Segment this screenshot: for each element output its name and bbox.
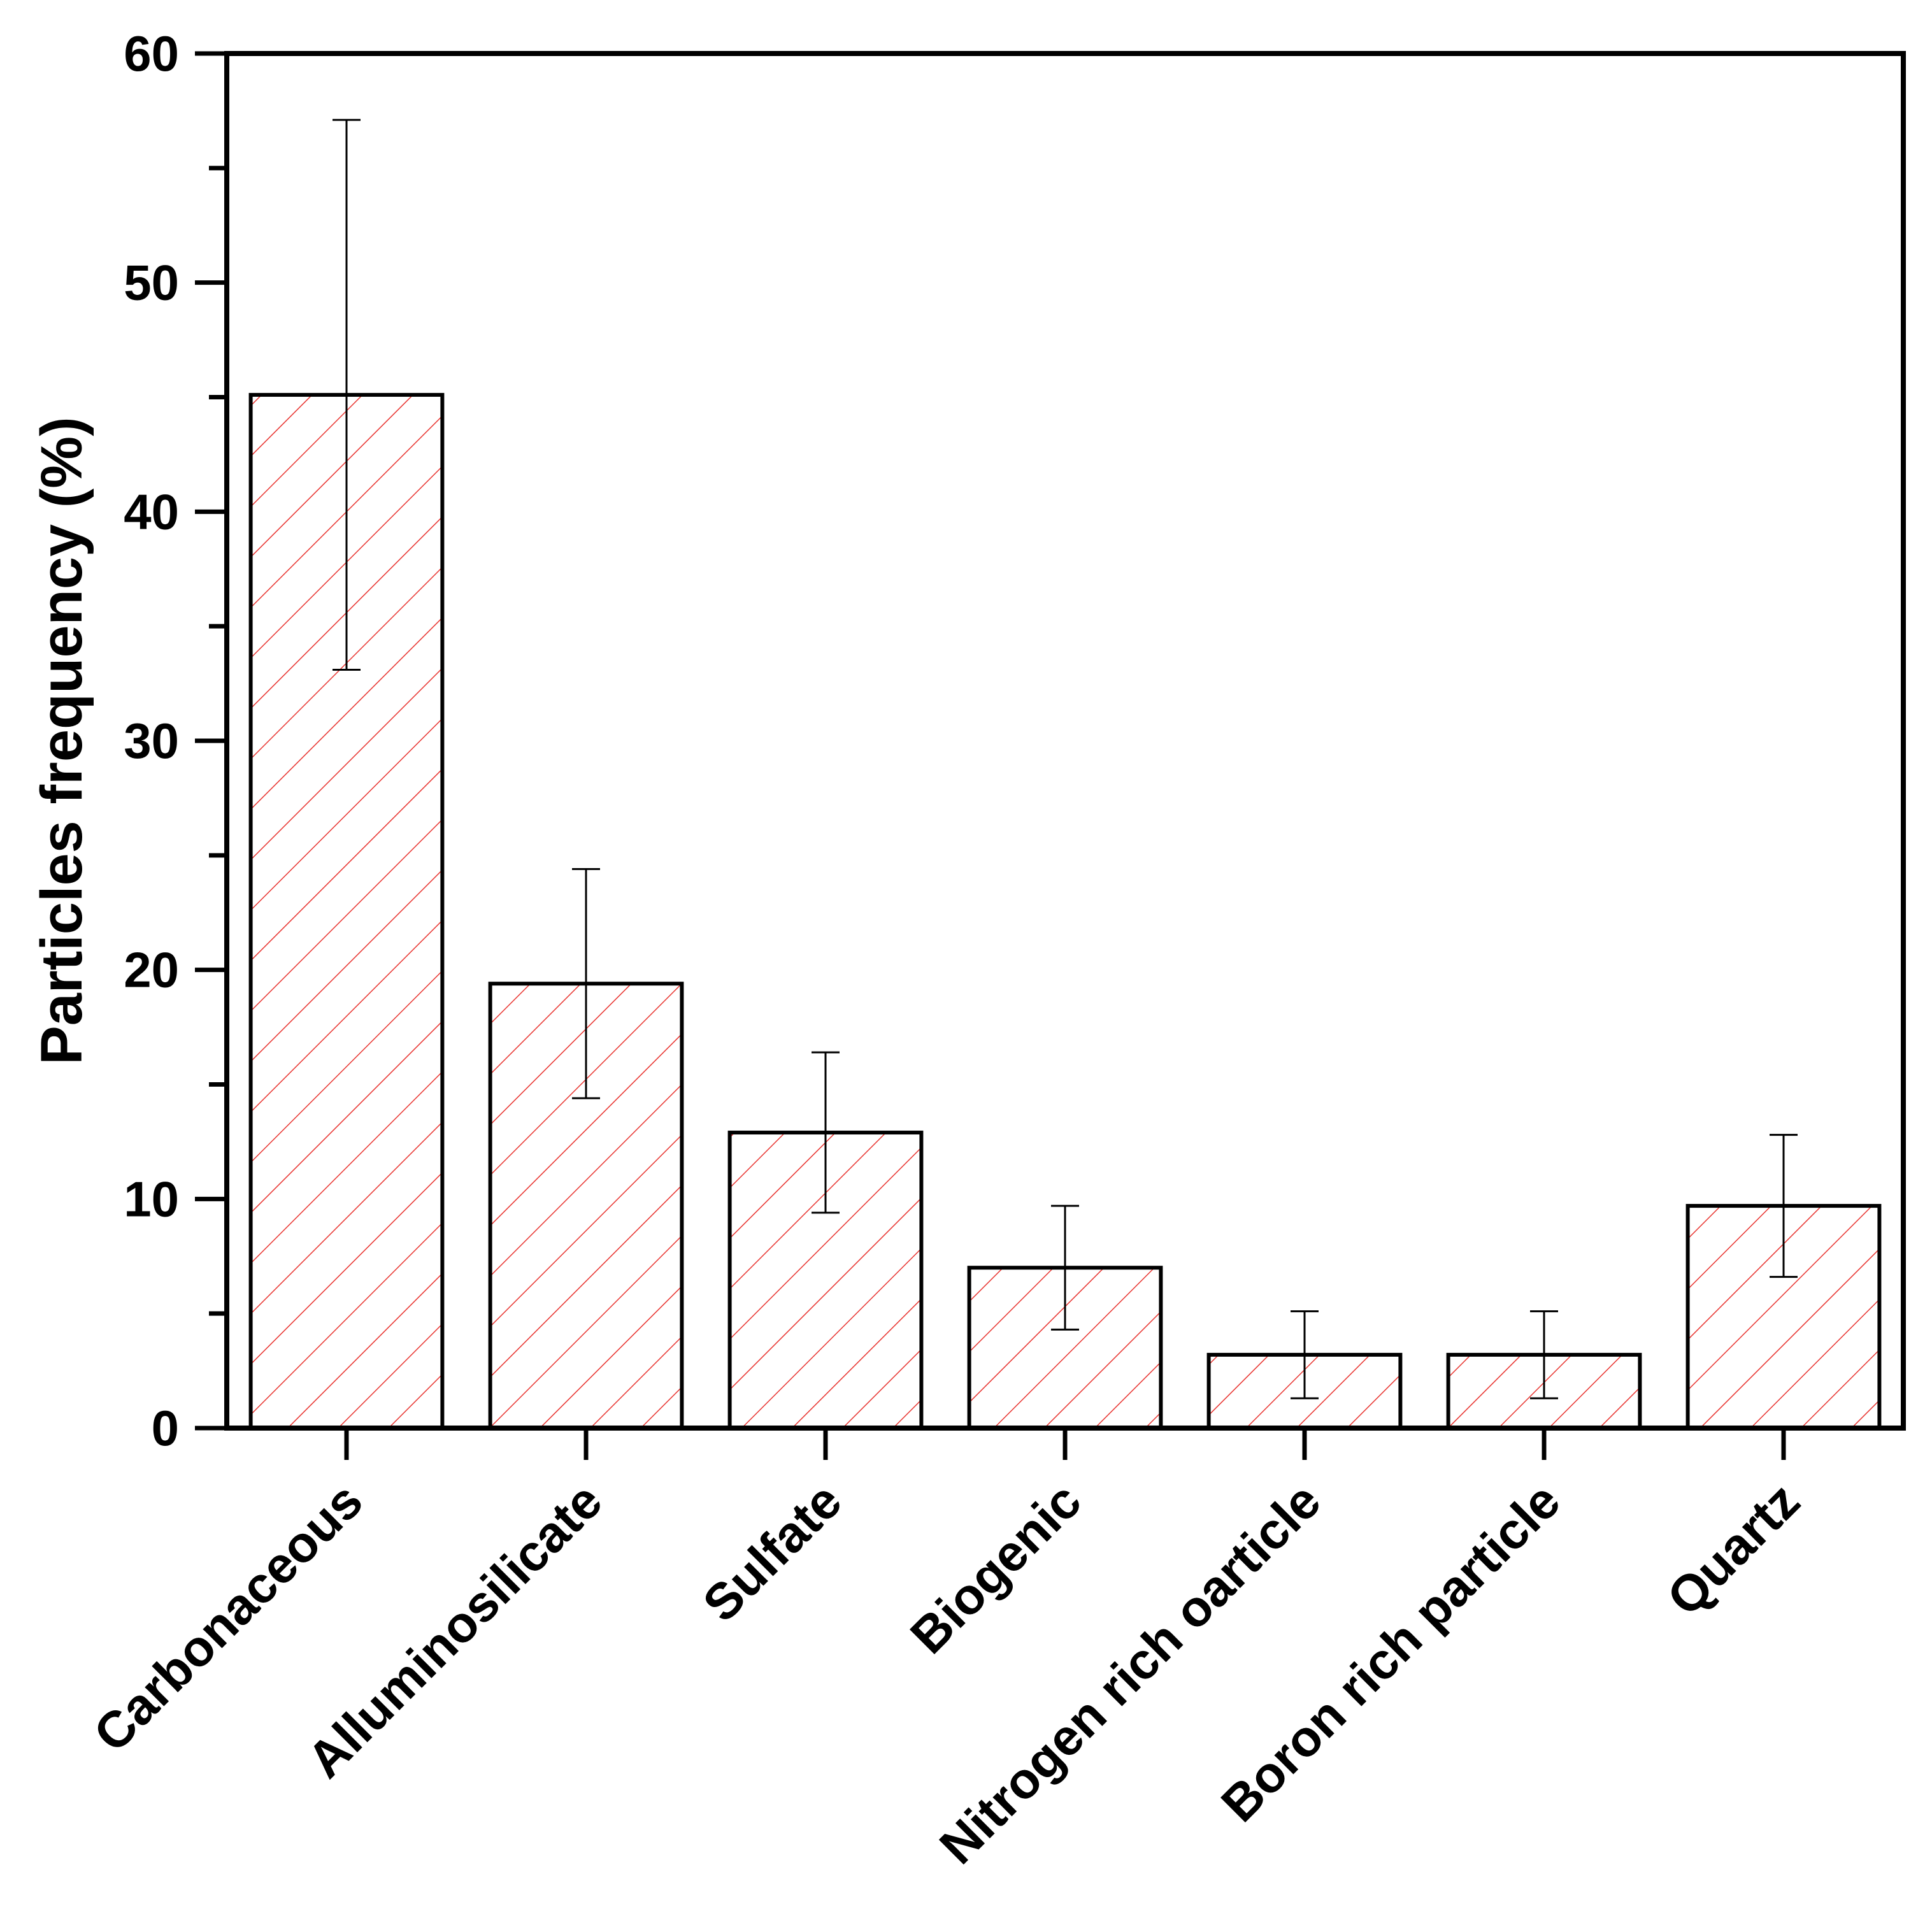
- y-tick-label: 50: [124, 255, 179, 311]
- error-bar: [1051, 1205, 1079, 1331]
- y-tick-label: 20: [124, 942, 179, 998]
- y-tick-label: 40: [124, 483, 179, 540]
- x-tick-label: Nitrogen rich oarticle: [929, 1472, 1331, 1875]
- error-bar: [812, 1051, 840, 1214]
- y-tick-label: 30: [124, 713, 179, 769]
- y-tick-label: 10: [124, 1171, 179, 1227]
- x-tick-label: Sulfate: [692, 1472, 852, 1633]
- y-axis-label: Particles frequency (%): [29, 417, 94, 1064]
- error-bar: [1770, 1134, 1798, 1278]
- error-bar: [572, 868, 600, 1099]
- x-tick-label: Quartz: [1656, 1472, 1810, 1626]
- error-bar: [333, 118, 361, 671]
- y-tick-label: 60: [124, 25, 179, 82]
- y-tick-label: 0: [152, 1400, 179, 1456]
- error-bar: [1291, 1310, 1319, 1399]
- error-bar: [1530, 1310, 1558, 1399]
- x-tick-label: Biogenic: [899, 1472, 1092, 1664]
- bars-layer: [248, 118, 1882, 1431]
